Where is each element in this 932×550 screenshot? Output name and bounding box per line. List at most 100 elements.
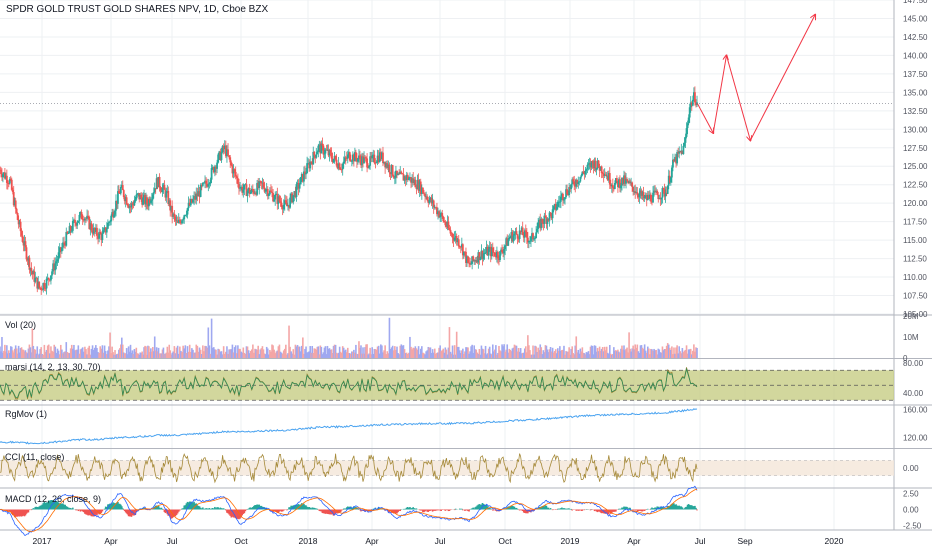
price-candle (106, 219, 109, 230)
candle-body (516, 234, 519, 239)
candle-body (638, 193, 641, 198)
candle-body (401, 173, 404, 175)
candle-body (307, 163, 310, 164)
price-candle (584, 167, 587, 178)
volume-bar (539, 344, 542, 358)
price-candle (648, 190, 651, 202)
macd-histogram-bar (309, 507, 311, 510)
volume-bar (520, 353, 523, 358)
macd-histogram-bar (394, 509, 396, 514)
volume-bar (110, 353, 112, 358)
macd-histogram-bar (215, 508, 217, 510)
macd-histogram-bar (87, 509, 89, 516)
candle-body (57, 252, 60, 260)
price-candle (151, 192, 154, 206)
macd-histogram-bar (414, 508, 417, 510)
price-candle (445, 221, 448, 230)
price-candle (135, 190, 138, 201)
volume-bar (163, 353, 166, 358)
volume-bar (580, 351, 583, 358)
candle-body (614, 178, 617, 184)
volume-bar (82, 351, 85, 358)
candle-body (251, 188, 254, 191)
volume-bar (237, 345, 239, 358)
macd-histogram-bar (155, 505, 158, 510)
candle-body (292, 195, 295, 203)
volume-bar (329, 349, 332, 358)
macd-histogram-bar (315, 508, 318, 510)
candle-body (193, 196, 195, 200)
volume-bar (54, 346, 57, 358)
macd-histogram-bar (41, 504, 43, 510)
macd-histogram-bar (19, 509, 22, 517)
price-candle (270, 184, 272, 193)
price-axis-tick: 127.50 (903, 144, 928, 153)
price-candle (69, 224, 72, 236)
volume-bar (438, 347, 440, 358)
macd-histogram-bar (207, 508, 210, 510)
candle-body (216, 162, 218, 169)
volume-bar (501, 344, 503, 358)
volume-bar (611, 354, 613, 358)
volume-bar (412, 347, 414, 358)
price-axis-tick: 122.50 (903, 181, 928, 190)
price-candle (511, 229, 514, 243)
price-candle (260, 180, 263, 190)
price-candle (651, 195, 653, 206)
macd-histogram-bar (109, 503, 111, 510)
macd-histogram-bar (56, 501, 59, 510)
price-candle (145, 192, 147, 211)
macd-histogram-bar (565, 508, 567, 510)
volume-bar (20, 347, 23, 358)
volume-bar (439, 345, 441, 358)
candle-body (13, 200, 16, 206)
price-candle (398, 169, 401, 175)
candle-body (249, 191, 252, 194)
macd-histogram-bar (96, 509, 98, 516)
price-candle (480, 244, 483, 260)
candle-body (448, 228, 451, 230)
macd-histogram-bar (430, 509, 433, 511)
volume-bar (368, 353, 370, 358)
macd-histogram-bar (447, 509, 450, 512)
volume-bar (498, 345, 500, 358)
price-candle (441, 209, 444, 219)
macd-histogram-bar (49, 500, 51, 510)
volume-bar (144, 345, 146, 358)
candle-body (535, 232, 538, 238)
candle-body (675, 156, 677, 164)
candle-body (342, 161, 345, 165)
macd-histogram-bar (294, 504, 297, 510)
macd-histogram-bar (372, 508, 375, 510)
volume-bar (272, 345, 274, 358)
macd-histogram-bar (433, 509, 436, 511)
price-candle (81, 214, 84, 225)
macd-histogram-bar (472, 507, 474, 510)
price-candle (679, 150, 682, 154)
price-candle (272, 189, 274, 203)
price-candle (90, 220, 93, 233)
price-candle (603, 168, 606, 179)
candle-body (331, 158, 334, 163)
macd-histogram-bar (638, 509, 641, 511)
price-candle (614, 178, 617, 185)
candle-body (235, 176, 238, 179)
macd-histogram-bar (31, 508, 34, 510)
volume-bar (21, 349, 24, 358)
candle-body (290, 193, 293, 198)
price-candle (280, 197, 283, 210)
price-candle (309, 155, 312, 172)
price-candle (60, 243, 63, 254)
price-candle (128, 203, 131, 214)
volume-bar (626, 347, 628, 358)
volume-bar (219, 351, 222, 358)
volume-bar (674, 353, 676, 358)
volume-bar (574, 345, 577, 358)
macd-histogram-bar (90, 509, 93, 517)
volume-bar (141, 351, 143, 358)
macd-histogram-bar (108, 504, 110, 510)
volume-bar (693, 344, 695, 358)
volume-bar (69, 348, 72, 358)
